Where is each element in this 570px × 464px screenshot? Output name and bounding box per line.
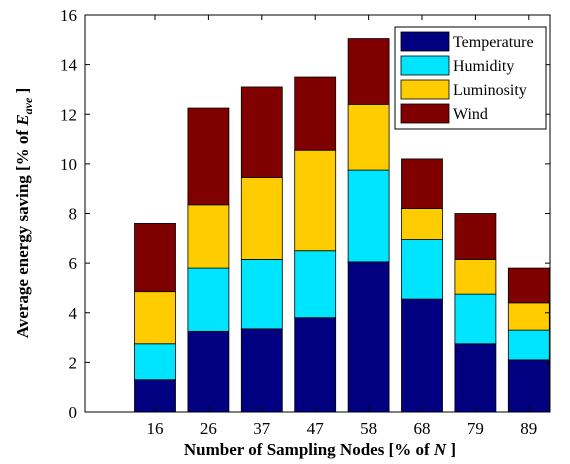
bar-luminosity-79 xyxy=(454,259,497,295)
y-axis-title-part: Average energy saving [% of xyxy=(13,126,32,339)
bar-luminosity-89 xyxy=(507,302,550,331)
x-axis-title-part: ] xyxy=(446,440,456,459)
x-tick-label: 58 xyxy=(360,419,377,438)
bar-temperature-16 xyxy=(134,379,176,413)
y-tick-label: 12 xyxy=(60,105,77,124)
x-axis-ticks: 16 26 37 47 58 68 79 89 xyxy=(147,15,537,438)
y-tick-label: 8 xyxy=(69,205,78,224)
bar-wind-16 xyxy=(134,223,176,293)
bar-luminosity-58 xyxy=(347,103,390,171)
x-tick-label: 37 xyxy=(253,419,271,438)
y-tick-label: 0 xyxy=(69,403,78,422)
legend-swatch-temperature xyxy=(400,31,450,52)
bar-humidity-47 xyxy=(294,250,337,319)
y-tick-label: 6 xyxy=(69,254,78,273)
bar-humidity-26 xyxy=(187,267,230,332)
legend-label-wind: Wind xyxy=(453,106,488,123)
legend-label-humidity: Humidity xyxy=(453,58,514,75)
bar-temperature-89 xyxy=(507,359,550,413)
bar-wind-89 xyxy=(507,267,550,304)
bar-humidity-79 xyxy=(454,293,497,345)
y-axis-title-part: ] xyxy=(13,88,32,98)
bar-temperature-68 xyxy=(401,298,443,413)
y-axis-title-subscript: ave xyxy=(21,97,35,114)
legend-swatch-wind xyxy=(400,103,450,124)
bar-temperature-47 xyxy=(294,317,337,413)
y-axis-ticks: 0 2 4 6 8 10 12 14 16 xyxy=(60,6,550,422)
bar-wind-79 xyxy=(454,213,497,260)
x-tick-label: 89 xyxy=(520,419,537,438)
y-tick-label: 2 xyxy=(69,353,78,372)
x-axis-title: Number of Sampling Nodes [% of N ] xyxy=(184,440,456,459)
bar-wind-37 xyxy=(240,86,283,178)
bar-temperature-58 xyxy=(347,261,390,413)
y-axis-title: Average energy saving [% of Eave ] xyxy=(13,88,35,339)
bar-wind-68 xyxy=(401,158,443,209)
bar-luminosity-68 xyxy=(401,208,443,240)
bar-humidity-58 xyxy=(347,169,390,263)
x-tick-label: 79 xyxy=(467,419,484,438)
x-axis-title-part: Number of Sampling Nodes [% of xyxy=(184,440,434,459)
bar-temperature-26 xyxy=(187,330,230,413)
legend-swatch-humidity xyxy=(400,55,450,76)
bar-temperature-79 xyxy=(454,343,497,413)
legend-label-luminosity: Luminosity xyxy=(453,82,527,99)
x-tick-label: 47 xyxy=(307,419,325,438)
y-axis-title-symbol: E xyxy=(13,114,32,126)
y-tick-label: 14 xyxy=(60,56,78,75)
bar-humidity-37 xyxy=(240,259,283,330)
bar-humidity-68 xyxy=(401,239,443,300)
bar-humidity-89 xyxy=(507,329,550,361)
bar-luminosity-16 xyxy=(134,291,176,345)
bars-group xyxy=(134,38,550,413)
bar-wind-26 xyxy=(187,107,230,206)
x-tick-label: 16 xyxy=(147,419,164,438)
bar-wind-47 xyxy=(294,76,337,151)
y-tick-label: 10 xyxy=(60,155,77,174)
y-tick-label: 4 xyxy=(69,304,78,323)
legend: Temperature Humidity Luminosity Wind xyxy=(394,26,547,130)
bar-wind-58 xyxy=(347,38,390,105)
bar-luminosity-37 xyxy=(240,177,283,260)
legend-swatch-luminosity xyxy=(400,79,450,100)
x-tick-label: 26 xyxy=(200,419,217,438)
x-axis-title-symbol: N xyxy=(433,440,447,459)
bar-humidity-16 xyxy=(134,343,176,381)
legend-label-temperature: Temperature xyxy=(453,34,534,51)
x-tick-label: 68 xyxy=(414,419,431,438)
y-tick-label: 16 xyxy=(60,6,77,25)
bar-luminosity-47 xyxy=(294,149,337,252)
bar-luminosity-26 xyxy=(187,204,230,269)
bar-temperature-37 xyxy=(240,328,283,413)
